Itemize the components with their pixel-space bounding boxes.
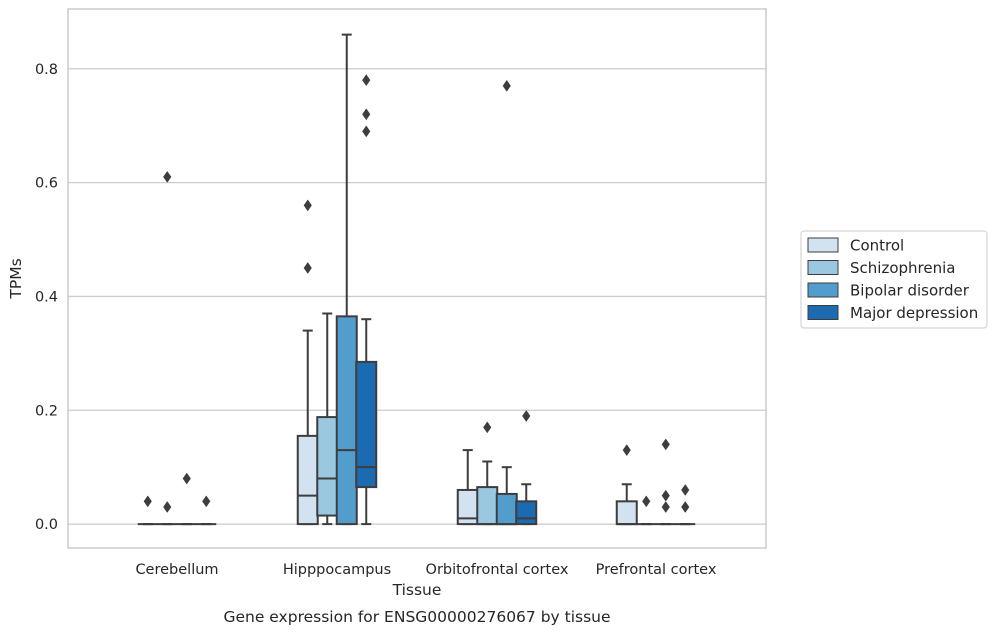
- legend-swatch: [807, 237, 839, 253]
- box-iqr: [355, 360, 378, 489]
- box-bipolar-disorder: [176, 472, 197, 526]
- box-bipolar-disorder: [335, 33, 358, 526]
- box-iqr: [615, 500, 638, 526]
- box-control: [137, 495, 158, 526]
- box-major-depression: [355, 74, 378, 526]
- chart-caption: Gene expression for ENSG00000276067 by t…: [223, 608, 610, 626]
- legend-label: Bipolar disorder: [850, 282, 970, 300]
- flier-point: [362, 74, 371, 87]
- legend-label: Schizophrenia: [850, 259, 955, 277]
- box-control: [296, 199, 319, 526]
- flier-point: [202, 495, 211, 508]
- flier-point: [681, 484, 690, 496]
- flier-point: [182, 472, 191, 485]
- flier-point: [163, 501, 172, 513]
- flier-point: [661, 438, 670, 451]
- flier-point: [661, 489, 670, 502]
- legend: Control Schizophrenia Bipolar disorder Majo…: [800, 230, 988, 329]
- box-iqr: [515, 500, 538, 526]
- grid-layer: [68, 68, 766, 525]
- flier-point: [622, 444, 631, 457]
- box-bipolar-disorder: [655, 438, 676, 526]
- box-iqr: [495, 492, 518, 526]
- box-schizophrenia: [636, 495, 657, 526]
- y-axis-label: TPMs: [7, 258, 25, 299]
- legend-label: Control: [850, 237, 904, 255]
- y-tick-label: 0.8: [35, 62, 58, 78]
- y-tick-label: 0.4: [35, 289, 58, 305]
- box-iqr: [296, 434, 319, 526]
- y-tick-label: 0.0: [35, 517, 58, 533]
- flier-point: [303, 262, 312, 274]
- flier-point: [522, 410, 531, 422]
- box-iqr: [476, 486, 499, 526]
- flier-point: [362, 125, 371, 138]
- legend-label: Major depression: [850, 304, 978, 322]
- box-major-depression: [515, 410, 538, 526]
- flier-point: [681, 501, 690, 513]
- flier-point: [163, 170, 172, 183]
- flier-point: [642, 495, 651, 508]
- plot-frame: [67, 8, 767, 549]
- legend-swatch: [807, 305, 839, 320]
- box-iqr: [316, 416, 339, 517]
- box-schizophrenia: [316, 312, 339, 526]
- legend-swatch: [807, 282, 839, 298]
- x-tick-label: Prefrontal cortex: [596, 562, 717, 578]
- legend-swatch: [807, 260, 839, 275]
- box-bipolar-disorder: [495, 79, 518, 526]
- x-tick-label: Cerebellum: [135, 562, 218, 578]
- y-tick-labels: 0.0 0.2 0.4 0.6 0.8: [35, 62, 58, 533]
- box-schizophrenia: [157, 170, 178, 526]
- x-tick-labels: Cerebellum Hipppocampus Orbitofrontal cort…: [135, 562, 716, 578]
- box-iqr: [335, 315, 358, 526]
- flier-point: [303, 199, 312, 212]
- y-tick-label: 0.6: [35, 176, 58, 192]
- x-tick-label: Orbitofrontal cortex: [426, 562, 569, 578]
- y-tick-label: 0.2: [35, 403, 58, 419]
- flier-point: [661, 501, 670, 513]
- box-control: [615, 444, 638, 526]
- box-control: [456, 449, 479, 526]
- flier-point: [502, 79, 511, 92]
- x-tick-label: Hipppocampus: [283, 562, 391, 578]
- box-major-depression: [675, 484, 696, 526]
- box-major-depression: [196, 495, 217, 526]
- boxes-layer: [137, 33, 696, 526]
- legend-frame: [800, 230, 988, 329]
- box-schizophrenia: [476, 421, 499, 526]
- x-axis-label: Tissue: [392, 581, 442, 599]
- flier-point: [143, 495, 152, 508]
- flier-point: [483, 421, 492, 434]
- flier-point: [362, 108, 371, 121]
